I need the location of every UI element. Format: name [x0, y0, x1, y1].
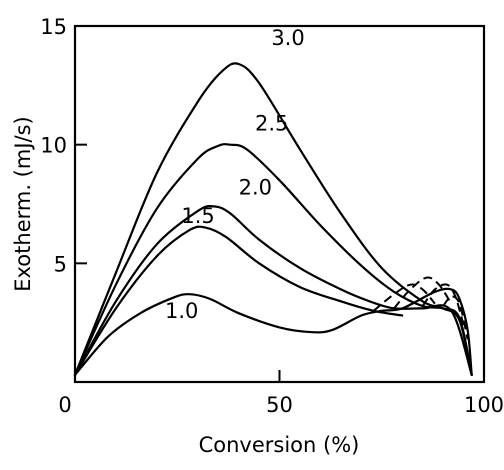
curve-label: 1.0: [165, 299, 198, 323]
series-line-2.5: [73, 143, 473, 376]
curve-label: 2.0: [239, 176, 272, 200]
x-axis-label: Conversion (%): [199, 433, 360, 457]
axis-ticks: [75, 143, 281, 382]
series-curves: [73, 62, 473, 376]
y-tick-label: 10: [40, 134, 67, 158]
tick-labels: 0 50 100 5 10 15: [40, 15, 504, 417]
plot-frame: [73, 24, 486, 384]
series-line-1.0: [73, 287, 473, 376]
x-tick-label: 0: [58, 393, 71, 417]
series-line-1.5: [73, 225, 404, 376]
curve-label: 1.5: [181, 204, 214, 228]
series-dashed-1.5: [372, 283, 436, 312]
series-dashed-2.0: [393, 276, 453, 310]
curve-labels: 3.0 2.5 2.0 1.5 1.0: [165, 26, 305, 323]
x-tick-label: 50: [266, 393, 293, 417]
curve-label: 3.0: [271, 26, 304, 50]
curve-label: 2.5: [255, 111, 288, 135]
y-tick-label: 5: [54, 252, 67, 276]
x-tick-label: 100: [464, 393, 504, 417]
series-line-3.0: [73, 62, 473, 376]
y-tick-label: 15: [40, 15, 67, 39]
series-line-2.0: [73, 204, 473, 376]
y-axis-label: Exotherm. (mJ/s): [11, 116, 35, 292]
